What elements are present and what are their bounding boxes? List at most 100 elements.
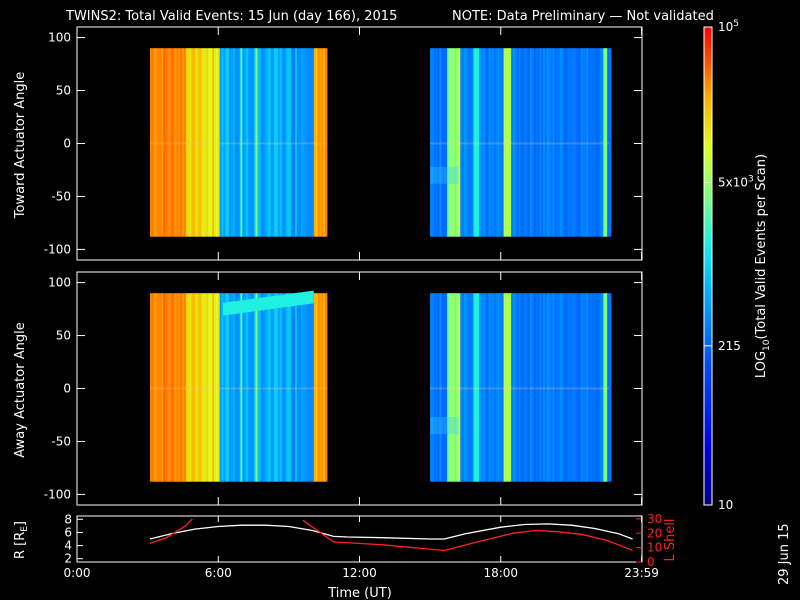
heatmap-column bbox=[469, 293, 472, 482]
heatmap-column bbox=[166, 293, 170, 482]
heatmap-column bbox=[279, 293, 283, 482]
heatmap-column bbox=[155, 48, 158, 237]
heatmap-column bbox=[462, 48, 465, 237]
heatmap-column bbox=[454, 293, 457, 482]
angle-band bbox=[296, 292, 299, 306]
heatmap-column bbox=[454, 48, 457, 237]
heatmap-column bbox=[505, 48, 508, 237]
away-y-label: Away Actuator Angle bbox=[13, 322, 28, 457]
angle-band bbox=[238, 300, 241, 314]
angle-band bbox=[292, 293, 295, 306]
heatmap-column bbox=[321, 48, 324, 237]
heatmap-column bbox=[524, 48, 527, 237]
heatmap-column bbox=[229, 293, 232, 482]
heatmap-column bbox=[246, 48, 249, 237]
heatmap-column bbox=[161, 293, 164, 482]
heatmap-column bbox=[486, 293, 489, 482]
heatmap-column bbox=[511, 48, 514, 237]
heatmap-column bbox=[435, 48, 439, 237]
heatmap-column bbox=[223, 48, 226, 237]
heatmap-column bbox=[526, 293, 529, 482]
heatmap-column bbox=[599, 293, 602, 482]
heatmap-column bbox=[178, 48, 181, 237]
heatmap-column bbox=[507, 293, 510, 482]
angle-band bbox=[228, 302, 231, 315]
heatmap-column bbox=[526, 48, 529, 237]
heatmap-column bbox=[270, 293, 273, 482]
heatmap-column bbox=[183, 293, 187, 482]
angle-band bbox=[271, 296, 275, 309]
chart-title: TWINS2: Total Valid Events: 15 Jun (day … bbox=[65, 9, 397, 24]
heatmap-column bbox=[550, 48, 553, 237]
heatmap-column bbox=[520, 48, 523, 237]
heatmap-column bbox=[607, 293, 610, 482]
heatmap-column bbox=[511, 293, 514, 482]
heatmap-column bbox=[541, 293, 544, 482]
heatmap-column bbox=[193, 293, 196, 482]
heatmap-column bbox=[221, 293, 224, 482]
heatmap-column bbox=[223, 293, 226, 482]
heatmap-column bbox=[499, 48, 503, 237]
angle-band bbox=[234, 301, 237, 314]
x-tick-label: 18:00 bbox=[483, 566, 518, 580]
heatmap-column bbox=[227, 293, 230, 482]
heatmap-column bbox=[291, 293, 294, 482]
y-tick-label: 100 bbox=[48, 31, 71, 45]
heatmap-column bbox=[176, 293, 179, 482]
heatmap-column bbox=[287, 48, 290, 237]
heatmap-column bbox=[296, 48, 300, 237]
heatmap-column bbox=[586, 48, 589, 237]
heatmap-column bbox=[554, 48, 557, 237]
heatmap-column bbox=[545, 48, 548, 237]
heatmap-column bbox=[450, 48, 454, 237]
heatmap-column bbox=[430, 293, 433, 482]
toward-y-label: Toward Actuator Angle bbox=[13, 72, 28, 219]
heatmap-column bbox=[447, 48, 450, 237]
heatmap-column bbox=[482, 48, 486, 237]
heatmap-column bbox=[264, 48, 268, 237]
angle-band bbox=[290, 293, 294, 307]
heatmap-column bbox=[473, 293, 476, 482]
heatmap-column bbox=[503, 48, 506, 237]
heatmap-column bbox=[229, 48, 232, 237]
heatmap-column bbox=[499, 293, 503, 482]
heatmap-column bbox=[518, 293, 521, 482]
heatmap-column bbox=[298, 293, 302, 482]
away-y-ticks: 100 50 0 -50 -100 bbox=[44, 272, 643, 505]
heatmap-column bbox=[488, 48, 491, 237]
heatmap-column bbox=[236, 48, 239, 237]
heatmap-column bbox=[289, 48, 292, 237]
heatmap-column bbox=[259, 48, 262, 237]
heatmap-column bbox=[311, 48, 315, 237]
heatmap-column bbox=[484, 293, 488, 482]
heatmap-column bbox=[214, 48, 217, 237]
heatmap-column bbox=[584, 48, 587, 237]
heatmap-column bbox=[592, 48, 595, 237]
heatmap-column bbox=[563, 293, 567, 482]
heatmap-column bbox=[437, 293, 440, 482]
heatmap-column bbox=[456, 293, 459, 482]
heatmap-column bbox=[195, 293, 198, 482]
heatmap-column bbox=[522, 48, 525, 237]
heatmap-column bbox=[225, 293, 228, 482]
heatmap-column bbox=[183, 48, 187, 237]
heatmap-column bbox=[590, 48, 593, 237]
heatmap-column bbox=[185, 293, 189, 482]
heatmap-column bbox=[437, 48, 440, 237]
heatmap-column bbox=[464, 48, 467, 237]
heatmap-column bbox=[577, 293, 580, 482]
angle-band bbox=[275, 295, 278, 309]
heatmap-column bbox=[443, 293, 446, 482]
heatmap-column bbox=[253, 293, 256, 482]
heatmap-column bbox=[264, 293, 268, 482]
heatmap-column bbox=[302, 293, 305, 482]
heatmap-column bbox=[270, 48, 273, 237]
colorbar-tick-label: 105 bbox=[718, 19, 739, 34]
heatmap-column bbox=[471, 48, 474, 237]
heatmap-column bbox=[477, 48, 480, 237]
y-tick-label: 20 bbox=[647, 526, 662, 540]
heatmap-column bbox=[306, 48, 309, 237]
heatmap-column bbox=[430, 48, 433, 237]
heatmap-column bbox=[279, 48, 283, 237]
heatmap-column bbox=[168, 48, 172, 237]
